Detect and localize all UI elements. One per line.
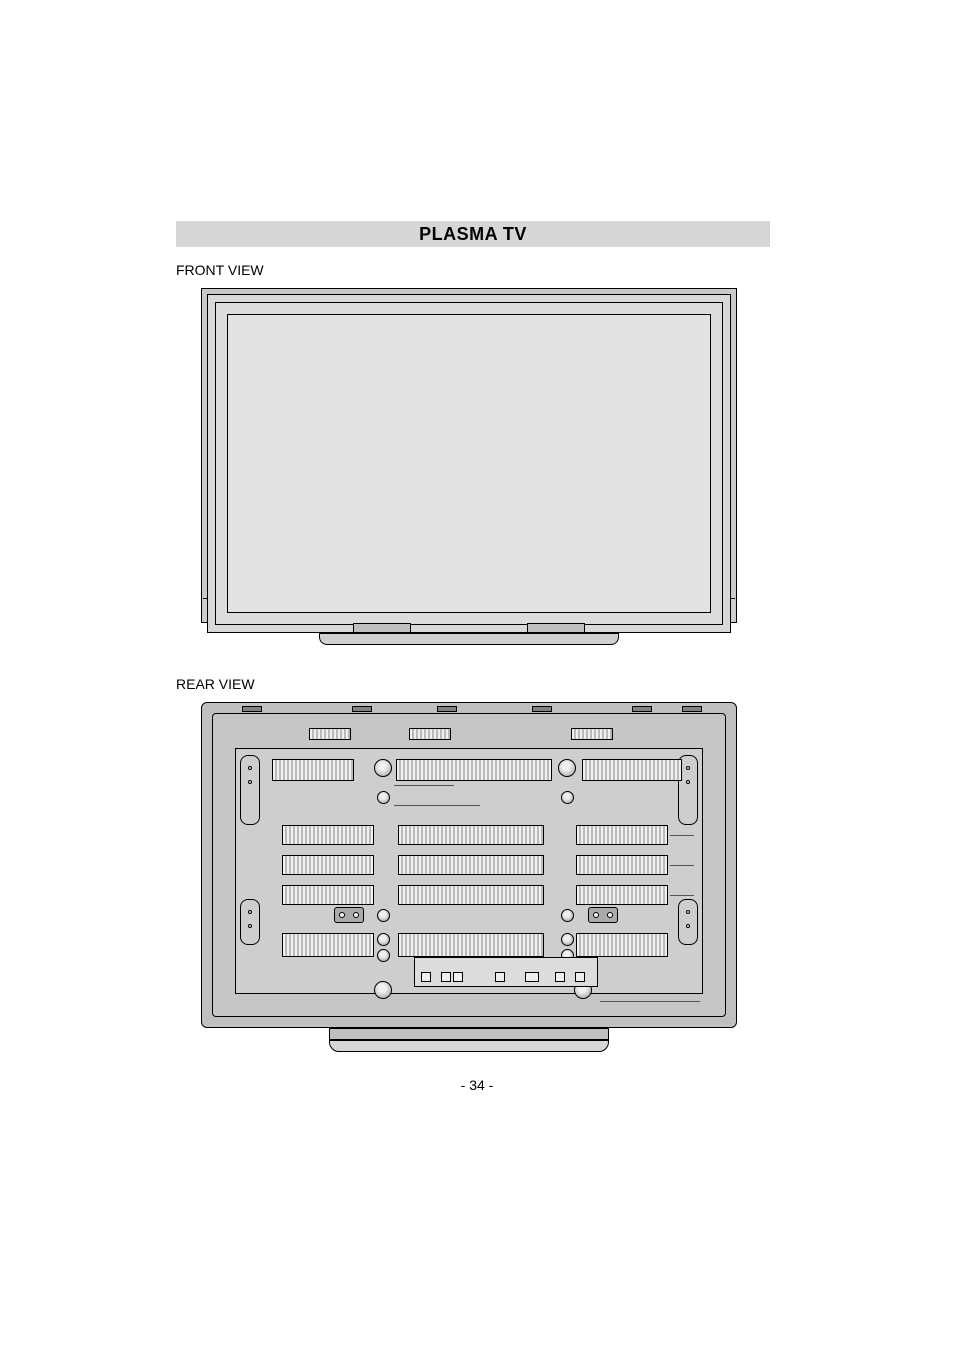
mount-boss bbox=[377, 791, 390, 804]
screw-hole bbox=[686, 766, 690, 770]
vent bbox=[398, 885, 544, 905]
vent bbox=[576, 825, 668, 845]
mount-boss bbox=[377, 949, 390, 962]
handle-right-lower bbox=[678, 899, 698, 945]
vent bbox=[576, 885, 668, 905]
section-title-bar: PLASMA TV bbox=[176, 221, 770, 247]
top-nub bbox=[437, 706, 457, 712]
front-screen bbox=[227, 314, 711, 613]
panel-line bbox=[670, 895, 694, 896]
io-module-left bbox=[334, 907, 364, 923]
panel-line bbox=[394, 805, 480, 806]
port bbox=[555, 972, 565, 982]
rear-inner bbox=[212, 713, 726, 1017]
port bbox=[441, 972, 451, 982]
port bbox=[525, 972, 539, 982]
connector-panel bbox=[414, 957, 598, 987]
vent bbox=[576, 933, 668, 957]
vent bbox=[272, 759, 354, 781]
vent bbox=[396, 759, 552, 781]
screw-hole bbox=[686, 910, 690, 914]
vent bbox=[409, 728, 451, 740]
handle-left-upper bbox=[240, 755, 260, 825]
top-nub bbox=[242, 706, 262, 712]
port bbox=[453, 972, 463, 982]
vent bbox=[309, 728, 351, 740]
panel-line bbox=[670, 835, 694, 836]
rear-view-diagram bbox=[201, 702, 737, 1064]
handle-left-lower bbox=[240, 899, 260, 945]
vent bbox=[576, 855, 668, 875]
port bbox=[575, 972, 585, 982]
rear-stand bbox=[329, 1028, 609, 1052]
rear-panel bbox=[235, 748, 703, 994]
screw-hole bbox=[248, 910, 252, 914]
mount-boss bbox=[377, 909, 390, 922]
mount-boss bbox=[558, 759, 576, 777]
screw-hole bbox=[686, 780, 690, 784]
mount-boss bbox=[561, 933, 574, 946]
screw-hole bbox=[686, 924, 690, 928]
io-module-right bbox=[588, 907, 618, 923]
screw-hole bbox=[248, 780, 252, 784]
port bbox=[421, 972, 431, 982]
vent bbox=[398, 933, 544, 957]
mount-boss bbox=[377, 933, 390, 946]
top-nub bbox=[682, 706, 702, 712]
mount-boss bbox=[374, 759, 392, 777]
front-view-diagram: • • · · bbox=[201, 288, 737, 661]
rear-stand-foot bbox=[329, 1040, 609, 1052]
port bbox=[495, 972, 505, 982]
section-title: PLASMA TV bbox=[419, 224, 527, 245]
front-stand bbox=[319, 623, 619, 645]
screw-hole bbox=[248, 924, 252, 928]
stand-base bbox=[319, 633, 619, 645]
panel-line bbox=[394, 785, 454, 786]
vent bbox=[282, 885, 374, 905]
front-view-label: FRONT VIEW bbox=[176, 262, 264, 278]
mount-boss bbox=[561, 909, 574, 922]
vent bbox=[282, 825, 374, 845]
panel-line bbox=[600, 1001, 700, 1002]
mount-boss bbox=[374, 981, 392, 999]
mount-boss bbox=[561, 791, 574, 804]
rear-outer bbox=[201, 702, 737, 1028]
vent bbox=[282, 855, 374, 875]
top-nub bbox=[352, 706, 372, 712]
vent bbox=[282, 933, 374, 957]
vent bbox=[582, 759, 682, 781]
top-nub bbox=[532, 706, 552, 712]
panel-line bbox=[670, 865, 694, 866]
document-page: PLASMA TV FRONT VIEW • • · · REAR VIEW bbox=[0, 0, 954, 1351]
vent bbox=[571, 728, 613, 740]
rear-stand-bar bbox=[329, 1028, 609, 1040]
top-nub bbox=[632, 706, 652, 712]
vent bbox=[398, 855, 544, 875]
screw-hole bbox=[248, 766, 252, 770]
stand-leg-left bbox=[353, 623, 411, 633]
stand-leg-right bbox=[527, 623, 585, 633]
rear-view-label: REAR VIEW bbox=[176, 676, 255, 692]
vent bbox=[398, 825, 544, 845]
page-number: - 34 - bbox=[0, 1077, 954, 1093]
